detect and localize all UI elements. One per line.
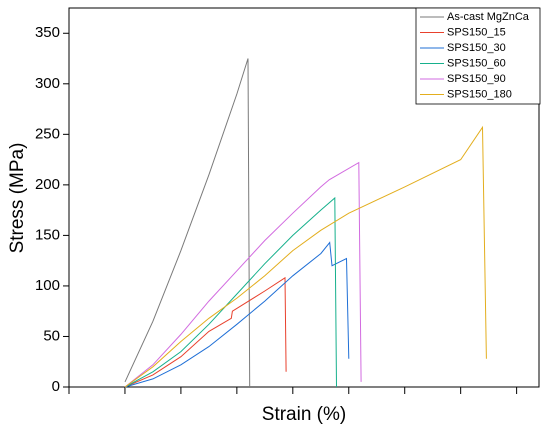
series-line: [124, 58, 251, 388]
series-line: [124, 196, 337, 388]
y-tick-label: 0: [52, 378, 60, 395]
y-tick-label: 50: [43, 327, 60, 344]
y-tick-label: 250: [35, 125, 60, 142]
series-line: [124, 125, 487, 388]
y-axis-label: Stress (MPa): [7, 143, 28, 254]
legend-label: As-cast MgZnCa: [447, 11, 530, 23]
plot-frame: [68, 7, 540, 388]
y-tick-label: 150: [35, 226, 60, 243]
legend-label: SPS150_90: [447, 73, 506, 85]
legend-label: SPS150_15: [447, 26, 506, 38]
x-axis-label: Strain (%): [262, 404, 346, 425]
y-tick-label: 300: [35, 75, 60, 92]
legend-box: [415, 7, 541, 105]
y-tick-label: 100: [35, 277, 60, 294]
y-tick-label: 200: [35, 176, 60, 193]
legend-label: SPS150_30: [447, 42, 506, 54]
legend-label: SPS150_60: [447, 57, 506, 69]
series-line: [124, 161, 362, 388]
y-tick-label: 350: [35, 24, 60, 41]
series-line: [124, 276, 287, 388]
series-line: [124, 241, 350, 388]
legend-label: SPS150_180: [447, 88, 512, 100]
